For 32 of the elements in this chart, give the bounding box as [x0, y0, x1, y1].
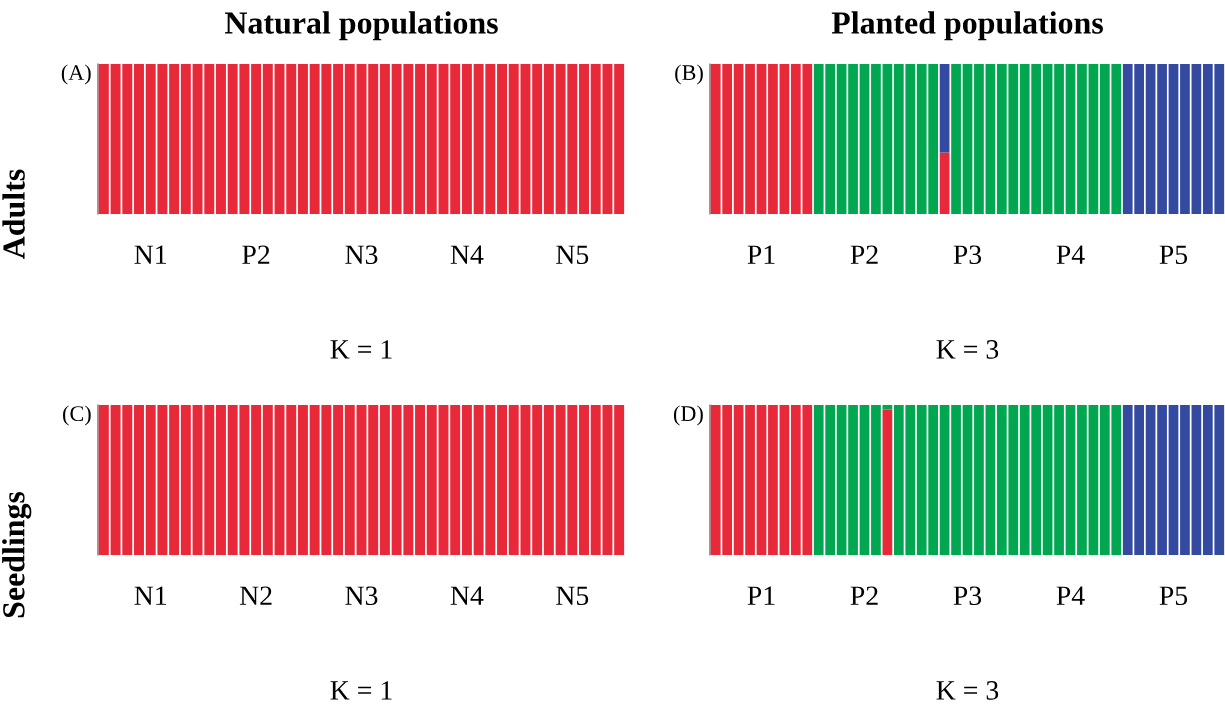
x-tick-label: N4	[450, 586, 484, 605]
x-tick-label: P2	[850, 245, 878, 264]
chart-title: Planted populations	[831, 11, 1103, 41]
x-tick-label: P2	[850, 586, 878, 605]
x-tick-label: P5	[1159, 586, 1188, 606]
y-axis-title: Adults	[2, 169, 25, 259]
y-axis-title: Seedlings	[2, 491, 32, 618]
x-tick-label: N1	[134, 245, 167, 264]
text: (D)	[673, 405, 703, 426]
x-tick-label: N3	[345, 245, 378, 265]
text: (B)	[675, 64, 703, 85]
x-axis-title: K = 1	[330, 340, 392, 359]
x-tick-label: P3	[953, 586, 982, 606]
x-tick-label: P1	[747, 586, 775, 605]
x-axis-title: K = 3	[936, 340, 999, 359]
x-axis-title: K = 3	[936, 681, 999, 700]
x-tick-label: N2	[239, 586, 272, 605]
x-tick-label: P4	[1056, 586, 1085, 605]
x-tick-label: P2	[242, 245, 270, 264]
x-tick-label: N1	[134, 586, 167, 605]
x-tick-label: N5	[556, 245, 589, 265]
x-axis-title: K = 1	[330, 681, 392, 700]
x-tick-label: P5	[1159, 245, 1188, 265]
x-tick-label: N5	[556, 586, 589, 606]
x-tick-label: P4	[1056, 245, 1085, 264]
x-tick-label: P3	[953, 245, 982, 265]
x-tick-label: N3	[345, 586, 378, 606]
chart-title: Natural populations	[224, 11, 498, 41]
text: (C)	[63, 405, 91, 426]
x-tick-label: N4	[450, 245, 484, 264]
text: (A)	[61, 64, 91, 85]
x-tick-label: P1	[747, 245, 775, 264]
